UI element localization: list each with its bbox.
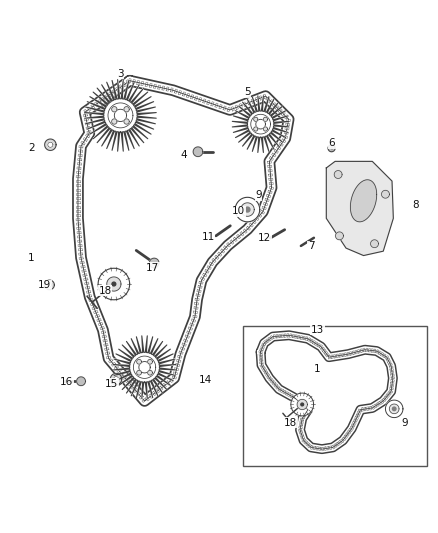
Text: 17: 17: [146, 263, 159, 273]
Polygon shape: [235, 197, 260, 222]
Polygon shape: [149, 258, 159, 268]
Polygon shape: [326, 161, 393, 255]
Polygon shape: [45, 280, 54, 290]
Polygon shape: [193, 147, 203, 157]
Polygon shape: [336, 232, 343, 240]
Text: 15: 15: [105, 379, 118, 389]
Polygon shape: [334, 171, 342, 179]
Text: 11: 11: [201, 232, 215, 242]
Polygon shape: [48, 142, 53, 147]
Polygon shape: [112, 119, 117, 124]
Polygon shape: [263, 117, 268, 122]
Polygon shape: [113, 376, 119, 382]
Polygon shape: [112, 107, 117, 112]
Text: 7: 7: [307, 241, 314, 252]
Bar: [243, 326, 427, 466]
Polygon shape: [301, 403, 304, 406]
Polygon shape: [291, 393, 314, 416]
Text: 9: 9: [255, 190, 262, 200]
Text: 4: 4: [180, 150, 187, 160]
Text: 13: 13: [311, 325, 324, 335]
Polygon shape: [112, 282, 116, 286]
Polygon shape: [148, 359, 152, 364]
Polygon shape: [47, 282, 52, 287]
Polygon shape: [113, 336, 176, 399]
Polygon shape: [85, 79, 156, 151]
Polygon shape: [107, 277, 121, 291]
Text: 18: 18: [99, 286, 112, 296]
Polygon shape: [371, 240, 378, 248]
Text: 8: 8: [412, 200, 419, 210]
Polygon shape: [148, 370, 152, 375]
Polygon shape: [232, 96, 289, 152]
Polygon shape: [45, 139, 56, 150]
Text: 18: 18: [284, 418, 297, 428]
Polygon shape: [254, 127, 258, 131]
Text: 3: 3: [117, 69, 124, 79]
Text: 6: 6: [328, 138, 336, 148]
Polygon shape: [392, 407, 396, 410]
Polygon shape: [110, 374, 122, 385]
Polygon shape: [137, 359, 141, 364]
Polygon shape: [385, 400, 403, 418]
Polygon shape: [350, 180, 377, 222]
Text: 1: 1: [314, 365, 321, 374]
Text: 16: 16: [60, 377, 73, 387]
Polygon shape: [263, 127, 268, 131]
Text: 10: 10: [232, 206, 245, 216]
Polygon shape: [254, 117, 258, 122]
Polygon shape: [124, 107, 129, 112]
Text: 12: 12: [258, 233, 271, 243]
Polygon shape: [137, 370, 141, 375]
Text: 9: 9: [401, 418, 408, 428]
Text: 5: 5: [244, 87, 251, 97]
Polygon shape: [98, 268, 130, 300]
Polygon shape: [241, 203, 254, 216]
Polygon shape: [389, 404, 399, 414]
Polygon shape: [328, 145, 335, 152]
Text: 1: 1: [28, 253, 35, 263]
Polygon shape: [381, 190, 389, 198]
Polygon shape: [77, 377, 85, 386]
Polygon shape: [297, 399, 307, 409]
Text: 14: 14: [198, 375, 212, 384]
Polygon shape: [245, 207, 250, 212]
Text: 2: 2: [28, 143, 35, 154]
Polygon shape: [124, 119, 129, 124]
Text: 19: 19: [38, 280, 51, 290]
